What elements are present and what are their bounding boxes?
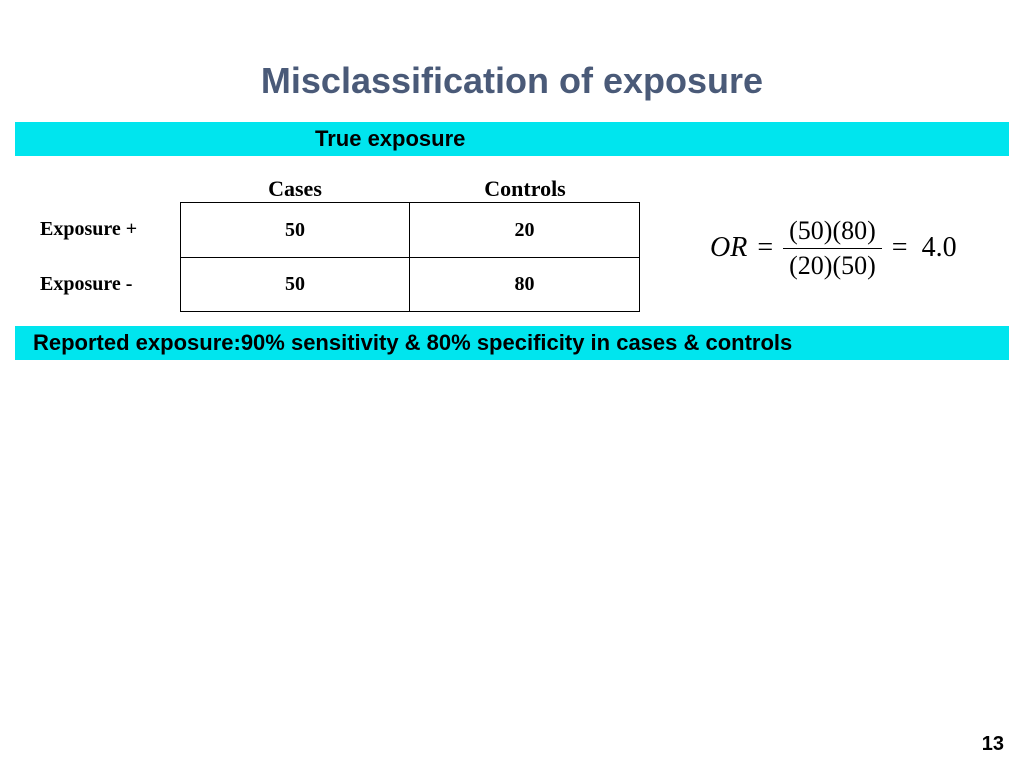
row-label-exposure-pos: Exposure + [30,202,180,257]
contingency-table: Cases Controls Exposure + 50 20 Exposure… [30,176,640,312]
reported-exposure-banner: Reported exposure:90% sensitivity & 80% … [15,326,1009,360]
true-exposure-banner: True exposure [15,122,1009,156]
col-header-controls: Controls [410,176,640,202]
content-row: Cases Controls Exposure + 50 20 Exposure… [0,176,1024,312]
table-row: Exposure - 50 80 [30,257,640,312]
table-cell: 80 [410,257,640,312]
row-label-exposure-neg: Exposure - [30,257,180,312]
numerator: (50)(80) [783,216,882,246]
denominator: (20)(50) [783,251,882,281]
col-header-cases: Cases [180,176,410,202]
equals-sign: = [892,232,908,264]
page-number: 13 [982,733,1004,756]
table-row: Exposure + 50 20 [30,202,640,257]
table-cell: 50 [180,202,410,257]
odds-ratio-formula: OR = (50)(80) (20)(50) = 4.0 [710,216,957,281]
table-col-headers: Cases Controls [30,176,640,202]
equals-sign: = [757,232,773,264]
formula-lhs: OR [710,232,747,264]
fraction: (50)(80) (20)(50) [783,216,882,281]
slide-title: Misclassification of exposure [0,0,1024,122]
table-cell: 50 [180,257,410,312]
fraction-bar [783,248,882,249]
formula-result: 4.0 [922,232,957,264]
table-cell: 20 [410,202,640,257]
